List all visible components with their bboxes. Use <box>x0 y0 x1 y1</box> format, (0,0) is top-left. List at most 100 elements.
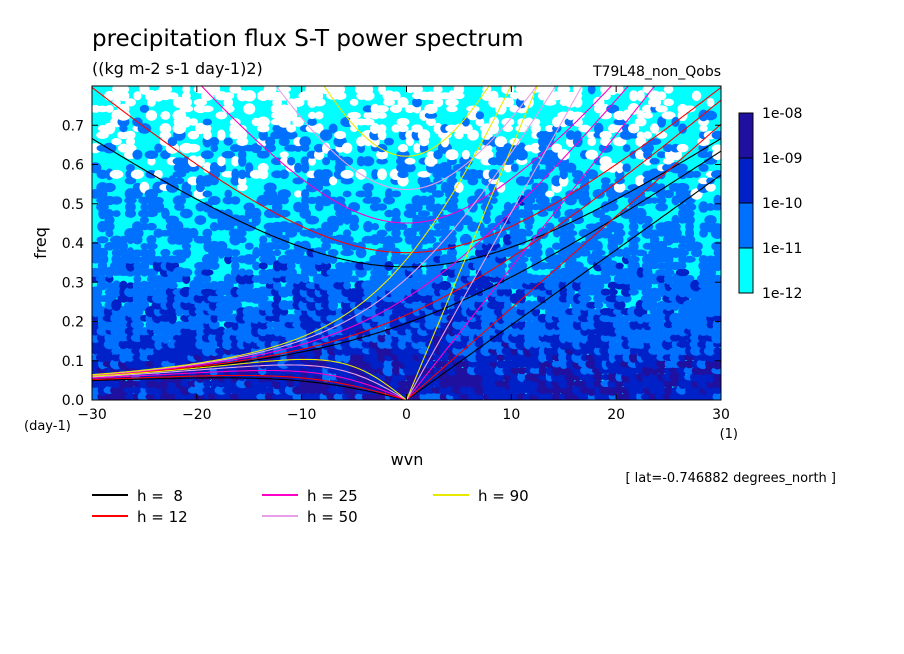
contour-cell <box>558 294 569 303</box>
contour-cell <box>258 262 268 270</box>
contour-cell <box>391 124 401 133</box>
contour-cell <box>669 352 682 363</box>
contour-cell <box>600 333 611 342</box>
contour-cell <box>202 228 213 238</box>
contour-cell <box>179 385 193 396</box>
colorbar-swatch <box>738 157 754 204</box>
contour-cell <box>187 314 199 322</box>
contour-cell <box>153 228 164 238</box>
contour-cell <box>172 195 187 206</box>
contour-cell <box>626 236 641 244</box>
contour-cell <box>202 118 213 126</box>
contour-cell <box>565 312 577 324</box>
contour-cell <box>606 260 619 272</box>
contour-cell <box>124 144 137 153</box>
contour-cell <box>329 176 338 186</box>
contour-cell <box>110 196 123 205</box>
contour-cell <box>600 320 611 329</box>
contour-cell <box>224 189 233 199</box>
contour-cell <box>636 90 645 102</box>
contour-cell <box>397 97 409 108</box>
y-tick-label: 0.5 <box>62 197 84 213</box>
rossby-wave-curve <box>92 377 407 400</box>
contour-cell <box>140 358 149 370</box>
contour-cell <box>321 261 332 271</box>
contour-cell <box>628 378 639 390</box>
contour-cell <box>433 352 443 363</box>
contour-cell <box>433 223 443 231</box>
contour-cell <box>355 267 367 278</box>
contour-cell <box>362 105 374 113</box>
contour-cell <box>502 234 513 246</box>
contour-cell <box>180 97 192 108</box>
contour-cell <box>439 353 450 362</box>
contour-cell <box>710 307 721 316</box>
contour-cell <box>606 202 619 212</box>
contour-cell <box>607 234 618 246</box>
contour-cell <box>657 183 666 192</box>
contour-cell <box>335 86 346 95</box>
contour-cell <box>593 351 605 364</box>
contour-cell <box>342 229 352 237</box>
contour-cell <box>146 234 157 245</box>
contour-cell <box>531 203 540 211</box>
contour-cell <box>650 353 659 362</box>
contour-cell <box>110 235 123 245</box>
contour-cell <box>677 320 688 329</box>
contour-cell <box>647 295 662 303</box>
contour-cell <box>371 222 380 231</box>
contour-cell <box>691 90 702 102</box>
contour-cell <box>424 288 438 296</box>
contour-cell <box>615 313 625 323</box>
contour-cell <box>133 385 142 396</box>
contour-cell <box>376 229 388 237</box>
contour-cell <box>361 156 375 167</box>
contour-cell <box>397 175 409 187</box>
contour-cell <box>656 196 667 205</box>
contour-cell <box>433 122 443 135</box>
contour-cell <box>628 221 639 232</box>
contour-cell <box>362 183 374 192</box>
contour-cell <box>564 333 577 343</box>
contour-cell <box>181 91 191 100</box>
contour-cell <box>147 156 156 166</box>
contour-cell <box>98 268 107 277</box>
contour-cell <box>105 209 114 219</box>
contour-cell <box>564 241 577 251</box>
contour-cell <box>516 300 528 311</box>
contour-cell <box>137 123 152 134</box>
contour-cell <box>391 208 401 220</box>
contour-cell <box>216 294 227 303</box>
contour-cell <box>524 366 533 375</box>
contour-cell <box>643 281 653 290</box>
contour-cell <box>636 131 645 139</box>
contour-cell <box>349 275 359 283</box>
contour-cell <box>705 301 716 310</box>
contour-cell <box>293 201 304 213</box>
contour-cell <box>698 255 709 264</box>
contour-cell <box>509 247 521 259</box>
contour-cell <box>605 294 620 303</box>
contour-cell <box>711 130 721 140</box>
contour-cell <box>245 162 254 174</box>
contour-cell <box>273 249 282 257</box>
contour-cell <box>628 392 639 400</box>
contour-cell <box>397 339 409 350</box>
contour-cell <box>713 347 721 355</box>
contour-cell <box>678 373 687 381</box>
contour-cell <box>661 111 676 120</box>
contour-cell <box>284 144 299 152</box>
contour-cell <box>678 253 687 265</box>
contour-cell <box>572 274 583 284</box>
contour-cell <box>425 340 437 349</box>
contour-cell <box>684 209 695 218</box>
contour-cell <box>438 131 452 140</box>
contour-cell <box>529 371 543 383</box>
contour-cell <box>216 371 227 383</box>
contour-cell <box>475 117 485 127</box>
contour-cell <box>545 190 555 198</box>
contour-cell <box>314 202 324 212</box>
contour-cell <box>712 320 721 330</box>
contour-cell <box>664 384 673 396</box>
contour-cell <box>622 247 631 259</box>
